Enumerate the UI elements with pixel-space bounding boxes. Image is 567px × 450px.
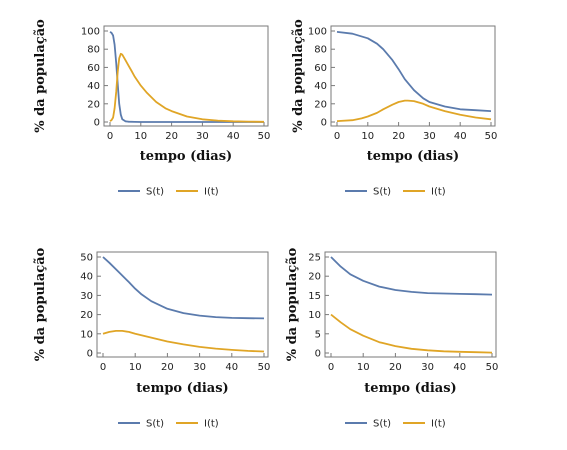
plot-frame (324, 251, 497, 358)
chart-panel-3: 0 10 20 30 40 50 0 10 20 30 40 50 % da população temp… (33, 247, 270, 429)
legend: S(t) I(t) (345, 187, 446, 198)
y-tick-label: 40 (314, 81, 327, 92)
legend-label-s: S(t) (146, 419, 164, 430)
legend: S(t) I(t) (118, 419, 219, 430)
y-tick-label: 10 (80, 329, 93, 340)
y-tick-label: 15 (308, 291, 321, 302)
x-tick-label: 10 (361, 131, 374, 142)
y-tick-label: 100 (308, 27, 327, 38)
x-tick-label: 10 (357, 362, 370, 373)
x-axis-label: tempo (dias) (367, 149, 459, 164)
legend: S(t) I(t) (345, 419, 446, 430)
x-tick-label: 10 (134, 131, 147, 142)
x-axis-label: tempo (dias) (140, 149, 232, 164)
x-tick-label: 50 (486, 362, 499, 373)
y-tick-label: 5 (315, 329, 321, 340)
x-tick-label: 50 (258, 362, 271, 373)
y-axis-label: % da população (33, 247, 48, 361)
plot-frame (96, 251, 269, 358)
y-axis-label: % da população (33, 19, 48, 133)
legend-label-i: I(t) (204, 187, 219, 198)
x-axis-label: tempo (dias) (364, 381, 456, 396)
legend: S(t) I(t) (118, 187, 219, 198)
chart-panel-1: 0 10 20 30 40 50 0 20 40 60 80 100 % da população tem… (33, 19, 270, 198)
series-line-i (330, 313, 493, 354)
legend-label-s: S(t) (373, 187, 391, 198)
y-axis-label: % da população (285, 247, 300, 361)
x-tick-label: 40 (225, 362, 238, 373)
y-tick-label: 60 (314, 63, 327, 74)
x-tick-label: 50 (485, 131, 498, 142)
chart-panel-4: 0 10 20 30 40 50 0 5 10 15 20 25 % da população tempo… (285, 247, 498, 429)
series-line-i (109, 52, 265, 123)
legend-label-i: I(t) (431, 419, 446, 430)
x-tick-label: 40 (227, 131, 240, 142)
y-axis-label: % da população (291, 19, 306, 133)
series-line-s (336, 31, 492, 112)
series-line-s (109, 31, 264, 123)
y-tick-label: 20 (314, 99, 327, 110)
x-tick-label: 0 (100, 362, 106, 373)
y-tick-label: 100 (81, 27, 100, 38)
x-tick-label: 0 (328, 362, 334, 373)
series-line-s (102, 256, 265, 320)
y-tick-label: 40 (87, 81, 100, 92)
x-tick-label: 0 (334, 131, 340, 142)
x-tick-label: 20 (161, 362, 174, 373)
series-line-i (102, 330, 265, 353)
x-tick-label: 0 (107, 131, 113, 142)
x-tick-label: 40 (453, 362, 466, 373)
legend-label-s: S(t) (146, 187, 164, 198)
x-tick-label: 10 (129, 362, 142, 373)
x-axis-label: tempo (dias) (136, 381, 228, 396)
x-tick-label: 40 (454, 131, 467, 142)
x-tick-label: 20 (392, 131, 405, 142)
x-tick-label: 30 (196, 131, 209, 142)
y-tick-label: 50 (80, 253, 93, 264)
y-tick-label: 40 (80, 272, 93, 283)
y-tick-label: 20 (87, 99, 100, 110)
legend-label-s: S(t) (373, 419, 391, 430)
legend-label-i: I(t) (204, 419, 219, 430)
series-line-i (336, 99, 492, 122)
y-tick-label: 0 (87, 349, 93, 360)
legend-label-i: I(t) (431, 187, 446, 198)
series-line-s (330, 256, 493, 296)
y-tick-label: 0 (315, 349, 321, 360)
plot-frame (103, 25, 269, 127)
y-tick-label: 80 (87, 45, 100, 56)
x-tick-label: 30 (423, 131, 436, 142)
x-tick-label: 30 (193, 362, 206, 373)
y-tick-label: 60 (87, 63, 100, 74)
y-tick-label: 0 (94, 118, 100, 129)
y-tick-label: 0 (321, 118, 327, 129)
y-tick-label: 20 (308, 272, 321, 283)
x-tick-label: 20 (389, 362, 402, 373)
x-tick-label: 30 (421, 362, 434, 373)
y-tick-label: 30 (80, 291, 93, 302)
y-tick-label: 25 (308, 253, 321, 264)
y-tick-label: 10 (308, 310, 321, 321)
y-tick-label: 80 (314, 45, 327, 56)
y-tick-label: 20 (80, 310, 93, 321)
x-tick-label: 20 (165, 131, 178, 142)
plot-frame (330, 25, 496, 127)
chart-panel-2: 0 10 20 30 40 50 0 20 40 60 80 100% da população tem… (291, 19, 497, 198)
x-tick-label: 50 (258, 131, 271, 142)
